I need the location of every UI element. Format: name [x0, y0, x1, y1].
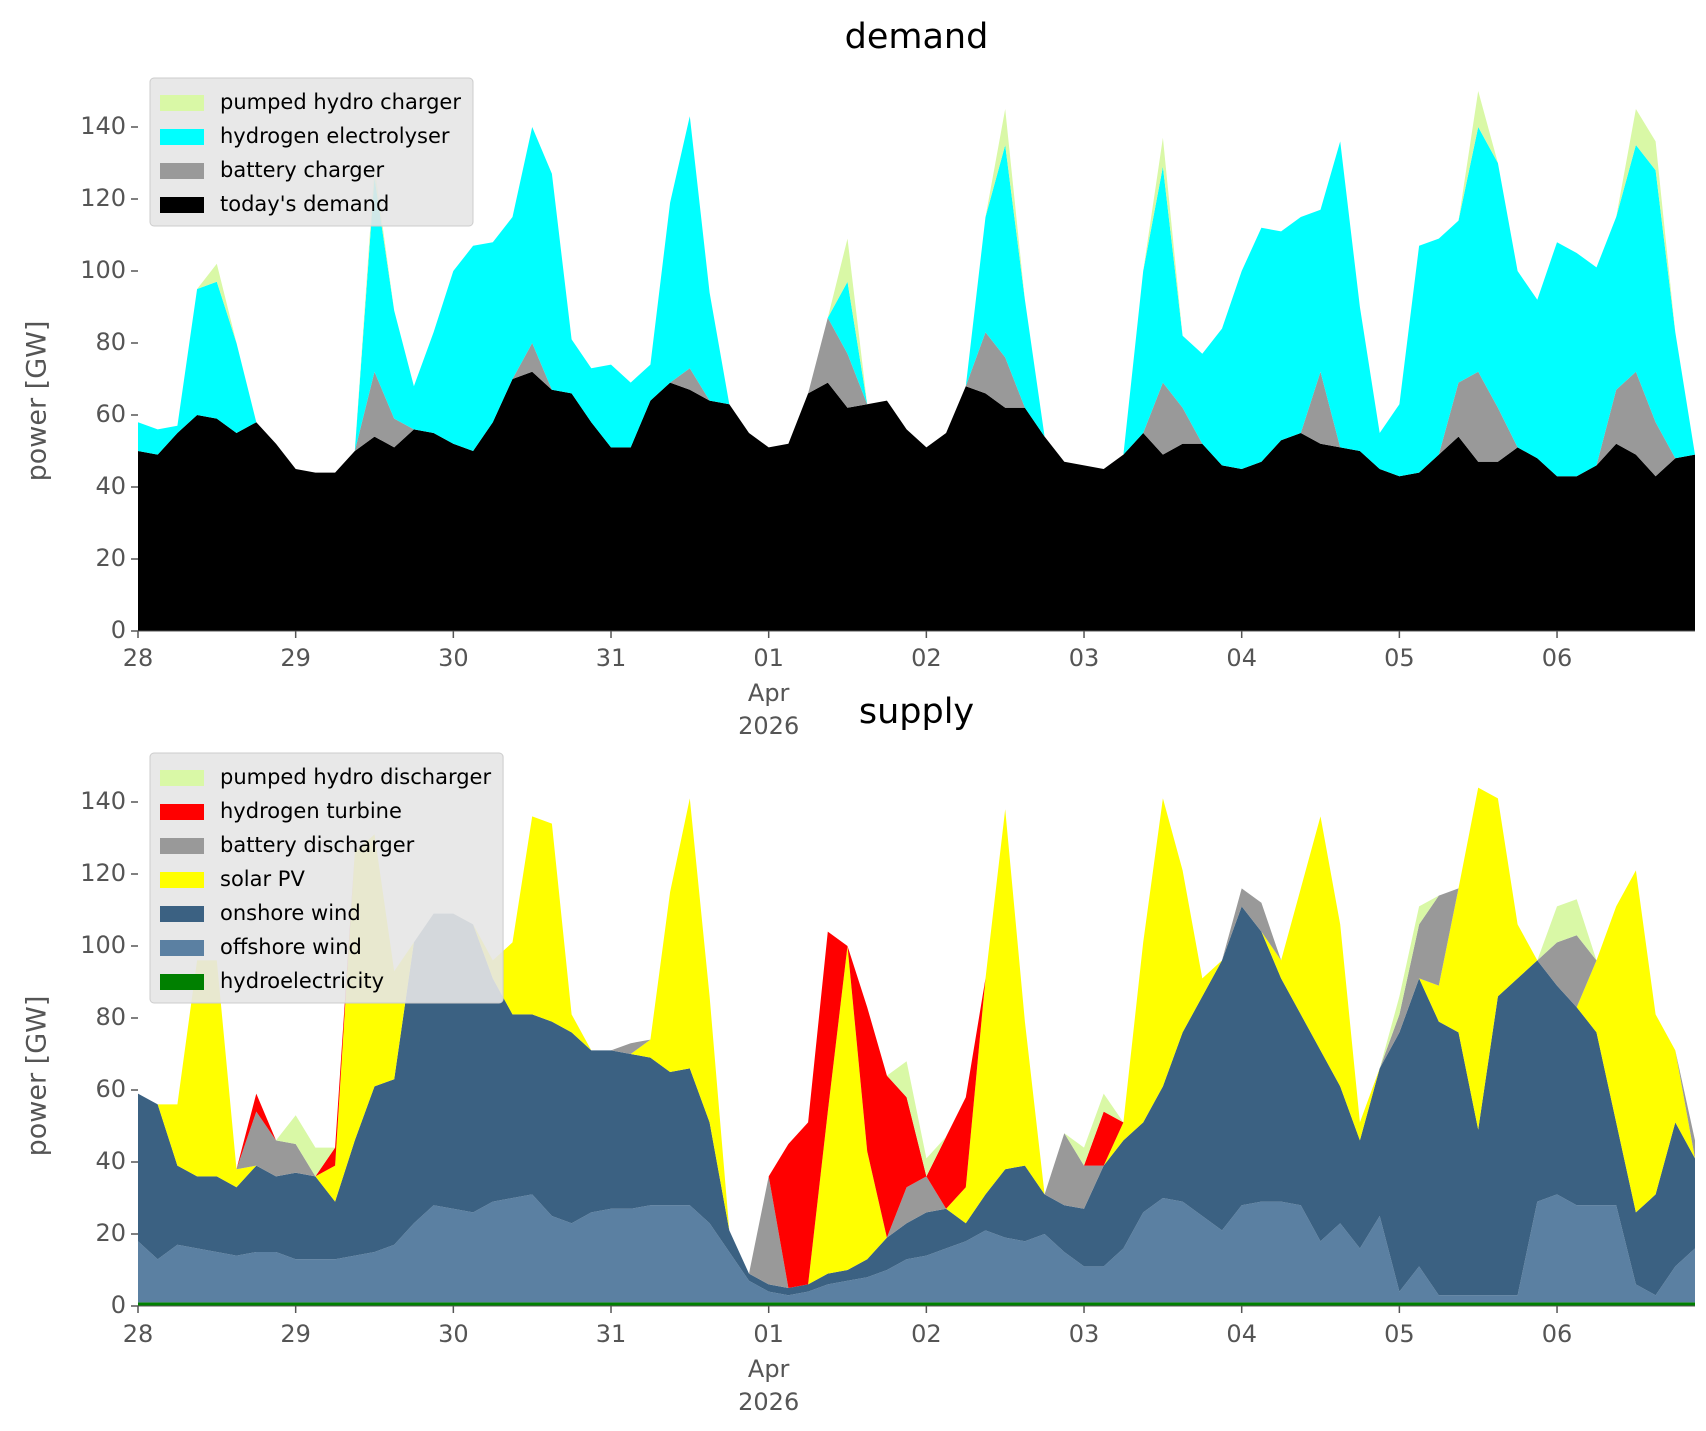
y-tick-label: 100 — [80, 256, 126, 284]
y-tick-label: 120 — [80, 184, 126, 212]
chart-title: demand — [845, 17, 989, 57]
y-tick-label: 20 — [95, 1219, 126, 1247]
x-tick-label: 02 — [911, 1320, 942, 1348]
x-tick-label: 31 — [596, 644, 627, 672]
area — [138, 787, 1695, 1288]
legend-label: battery charger — [220, 158, 385, 182]
x-tick-label: 30 — [438, 644, 469, 672]
legend-label: hydrogen turbine — [220, 799, 402, 823]
date-label: Apr — [748, 1355, 790, 1383]
x-tick-label: 29 — [280, 644, 311, 672]
legend-label: offshore wind — [220, 935, 362, 959]
x-tick-label: 03 — [1069, 644, 1100, 672]
x-tick-label: 28 — [123, 644, 154, 672]
y-axis-label: power [GW] — [22, 321, 53, 482]
y-tick-label: 120 — [80, 859, 126, 887]
legend-label: pumped hydro discharger — [220, 765, 491, 789]
x-tick-label: 01 — [753, 644, 784, 672]
y-tick-label: 80 — [95, 328, 126, 356]
date-label: Apr — [748, 679, 790, 707]
x-tick-label: 06 — [1542, 1320, 1573, 1348]
legend-label: solar PV — [220, 867, 305, 891]
x-tick-label: 30 — [438, 1320, 469, 1348]
area — [138, 906, 1695, 1296]
y-tick-label: 40 — [95, 472, 126, 500]
y-tick-label: 140 — [80, 112, 126, 140]
legend-swatch — [160, 838, 204, 854]
legend-swatch — [160, 197, 204, 213]
legend-swatch — [160, 872, 204, 888]
x-tick-label: 03 — [1069, 1320, 1100, 1348]
area — [138, 116, 1695, 477]
y-axis-label: power [GW] — [22, 996, 53, 1157]
legend-swatch — [160, 940, 204, 956]
legend-swatch — [160, 163, 204, 179]
legend-swatch — [160, 770, 204, 786]
x-tick-label: 02 — [911, 644, 942, 672]
legend-box — [149, 752, 504, 1004]
x-tick-label: 01 — [753, 1320, 784, 1348]
y-tick-label: 0 — [111, 616, 126, 644]
legend-label: pumped hydro charger — [220, 90, 461, 114]
x-tick-label: 05 — [1384, 1320, 1415, 1348]
legend-label: battery discharger — [220, 833, 415, 857]
area — [138, 371, 1695, 631]
x-tick-label: 04 — [1226, 1320, 1257, 1348]
x-tick-label: 04 — [1226, 644, 1257, 672]
x-tick-label: 28 — [123, 1320, 154, 1348]
legend-label: hydrogen electrolyser — [220, 124, 450, 148]
x-tick-label: 06 — [1542, 644, 1573, 672]
y-tick-label: 80 — [95, 1003, 126, 1031]
legend-swatch — [160, 95, 204, 111]
legend-swatch — [160, 974, 204, 990]
area — [138, 317, 1695, 477]
x-tick-label: 05 — [1384, 644, 1415, 672]
legend-swatch — [160, 804, 204, 820]
x-tick-label: 31 — [596, 1320, 627, 1348]
legend-swatch — [160, 129, 204, 145]
y-tick-label: 60 — [95, 400, 126, 428]
area — [138, 787, 1695, 1288]
y-tick-label: 100 — [80, 931, 126, 959]
date-label: 2026 — [738, 1388, 799, 1416]
y-tick-label: 60 — [95, 1075, 126, 1103]
date-label: 2026 — [738, 712, 799, 740]
y-tick-label: 40 — [95, 1147, 126, 1175]
legend-label: hydroelectricity — [220, 969, 384, 993]
area — [138, 1302, 1695, 1306]
y-tick-label: 140 — [80, 787, 126, 815]
area — [138, 1194, 1695, 1303]
legend-label: onshore wind — [220, 901, 361, 925]
legend-box — [149, 77, 474, 227]
legend-swatch — [160, 906, 204, 922]
legend-label: today's demand — [220, 192, 389, 216]
y-tick-label: 0 — [111, 1291, 126, 1319]
y-tick-label: 20 — [95, 544, 126, 572]
chart-title: supply — [859, 692, 974, 732]
x-tick-label: 29 — [280, 1320, 311, 1348]
